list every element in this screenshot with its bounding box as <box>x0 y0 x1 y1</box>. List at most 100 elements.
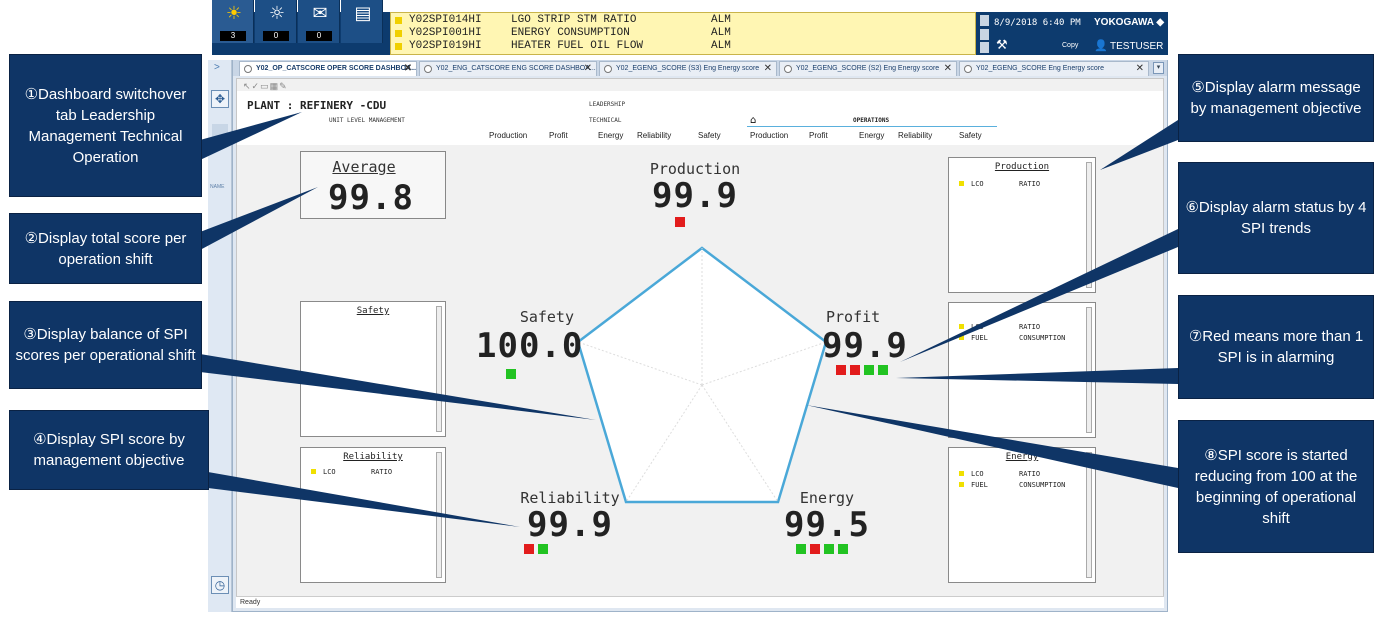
nav-safety[interactable]: Safety <box>698 131 721 140</box>
alarm-yellow-marker <box>311 469 316 474</box>
alarm-item-desc: RATIO <box>1019 180 1041 188</box>
operator-guide-button[interactable]: ✉ 0 <box>298 0 340 43</box>
reliability-metric[interactable]: Reliability 99.9 <box>500 489 640 559</box>
production-metric[interactable]: Production 99.9 <box>630 160 760 232</box>
system-status-area: 8/9/2018 6:40 PM YOKOGAWA ◆ ⚒ Copy 👤 TES… <box>976 12 1168 55</box>
message-button[interactable]: ☼ 0 <box>255 0 297 43</box>
close-icon[interactable]: ✕ <box>403 63 412 74</box>
alarm-yellow-marker <box>959 471 964 476</box>
lock-icon[interactable] <box>980 42 989 53</box>
tools-icon[interactable]: ⚒ <box>996 38 1008 53</box>
print-icon[interactable] <box>980 15 989 26</box>
leadership-link[interactable]: LEADERSHIP <box>589 101 626 108</box>
alarm-tag: Y02SPI019HI <box>409 40 482 52</box>
nav-profit[interactable]: Profit <box>549 131 568 140</box>
alarm-row[interactable]: Y02SPI001HI ENERGY CONSUMPTION ALM <box>391 27 975 40</box>
safety-metric[interactable]: Safety 100.0 <box>476 308 620 384</box>
callout-alarm-status: ⑥Display alarm status by 4 SPI trends <box>1178 162 1374 274</box>
guide-count: 0 <box>306 31 332 41</box>
close-icon[interactable]: ✕ <box>1135 63 1144 74</box>
tab-energy-score-s3[interactable]: Y02_EGENG_SCORE (S3) Eng Energy score ✕ <box>599 61 777 76</box>
status-indicator-green <box>506 369 516 379</box>
callout-dashboard-switchover: ①Dashboard switchover tab Leadership Man… <box>9 54 202 197</box>
alarm-yellow-marker <box>395 30 402 37</box>
tab-energy-score-s2[interactable]: Y02_EGENG_SCORE (S2) Eng Energy score ✕ <box>779 61 957 76</box>
production-label: Production <box>649 160 741 178</box>
status-indicator-green <box>796 544 806 554</box>
average-value: 99.8 <box>328 178 414 218</box>
nav-energy[interactable]: Energy <box>598 131 624 140</box>
message-count: 0 <box>263 31 289 41</box>
sun-outline-icon: ☼ <box>268 3 286 24</box>
leader-5 <box>1100 120 1178 170</box>
alarm-banner[interactable]: Y02SPI014HI LGO STRIP STM RATIO ALM Y02S… <box>390 12 976 55</box>
alarm-row[interactable]: Y02SPI019HI HEATER FUEL OIL FLOW ALM <box>391 40 975 53</box>
nav-reliability[interactable]: Reliability <box>637 131 672 140</box>
tab-list-dropdown[interactable]: ▾ <box>1153 62 1164 74</box>
save-icon[interactable] <box>980 29 989 40</box>
nav-production[interactable]: Production <box>489 131 528 140</box>
safety-score: 100.0 <box>476 326 584 366</box>
status-bar: Ready <box>236 596 1164 608</box>
scrollbar[interactable] <box>1086 162 1092 288</box>
copy-button[interactable]: Copy <box>1062 42 1079 49</box>
history-icon[interactable]: ◷ <box>211 576 229 594</box>
username[interactable]: TESTUSER <box>1110 41 1164 52</box>
nav-ops-energy[interactable]: Energy <box>859 131 885 140</box>
nav-ops-safety[interactable]: Safety <box>959 131 982 140</box>
alarm-item-desc: RATIO <box>1019 470 1041 478</box>
alarm-row[interactable]: Y02SPI014HI LGO STRIP STM RATIO ALM <box>391 14 975 27</box>
safety-alarm-list[interactable]: Safety <box>300 301 446 437</box>
unit-level-link[interactable]: UNIT LEVEL MANAGEMENT <box>329 117 405 124</box>
message-icon: ✉ <box>312 3 328 24</box>
rail-label: NAME <box>210 184 225 190</box>
nav-ops-profit[interactable]: Profit <box>809 131 828 140</box>
profit-metric[interactable]: Profit 99.9 <box>822 308 942 380</box>
nav-ops-production[interactable]: Production <box>750 131 789 140</box>
alarm-button[interactable]: ☀ 3 <box>212 0 254 43</box>
status-indicator-green <box>838 544 848 554</box>
close-icon[interactable]: ✕ <box>943 63 952 74</box>
document-button[interactable]: ▤ <box>341 0 383 43</box>
alarm-item-tag: LCO <box>971 470 984 478</box>
alarm-item-tag: FUEL <box>971 334 988 342</box>
document-icon: ▤ <box>354 3 372 24</box>
header-area <box>237 91 1163 145</box>
operations-underline <box>747 126 997 127</box>
alarm-status: ALM <box>711 14 731 26</box>
home-icon[interactable]: ⌂ <box>750 115 757 126</box>
navigation-icon[interactable]: ✥ <box>211 90 229 108</box>
tab-operation-dashboard[interactable]: Y02_OP_CATSCORE OPER SCORE DASHBOA... ✕ <box>239 61 417 76</box>
leader-3 <box>200 354 596 420</box>
alarm-item-tag: FUEL <box>971 481 988 489</box>
alarm-item-desc: RATIO <box>1019 323 1041 331</box>
alarm-item-tag: LCO <box>971 180 984 188</box>
leader-4 <box>208 472 520 527</box>
alarm-tag: Y02SPI001HI <box>409 27 482 39</box>
nav-ops-reliability[interactable]: Reliability <box>898 131 933 140</box>
alarm-status: ALM <box>711 40 731 52</box>
alarm-item-desc: RATIO <box>371 468 393 476</box>
tab-engineering-dashboard[interactable]: Y02_ENG_CATSCORE ENG SCORE DASHBOA... ✕ <box>419 61 597 76</box>
safety-label: Safety <box>519 308 574 326</box>
scrollbar[interactable] <box>436 306 442 432</box>
scrollbar[interactable] <box>1086 307 1092 433</box>
profit-label: Profit <box>826 308 881 326</box>
expand-chevron-icon[interactable]: > <box>214 62 220 73</box>
tab-energy-score[interactable]: Y02_EGENG_SCORE Eng Energy score ✕ <box>959 61 1149 76</box>
status-indicator-red <box>675 217 685 227</box>
energy-metric[interactable]: Energy 99.5 <box>772 489 882 559</box>
datetime: 8/9/2018 6:40 PM <box>994 18 1081 28</box>
scrollbar[interactable] <box>1086 452 1092 578</box>
alarm-desc: HEATER FUEL OIL FLOW <box>511 40 644 52</box>
operations-link[interactable]: OPERATIONS <box>853 117 890 124</box>
graphic-toolbar-icons[interactable]: ↖✓▭▦✎ <box>243 81 288 91</box>
production-alarm-list[interactable]: Production LCO RATIO <box>948 157 1096 293</box>
close-icon[interactable]: ✕ <box>583 63 592 74</box>
status-indicator-green <box>864 365 874 375</box>
alarm-desc: ENERGY CONSUMPTION <box>511 27 630 39</box>
technical-link[interactable]: TECHNICAL <box>589 117 622 124</box>
close-icon[interactable]: ✕ <box>763 63 772 74</box>
